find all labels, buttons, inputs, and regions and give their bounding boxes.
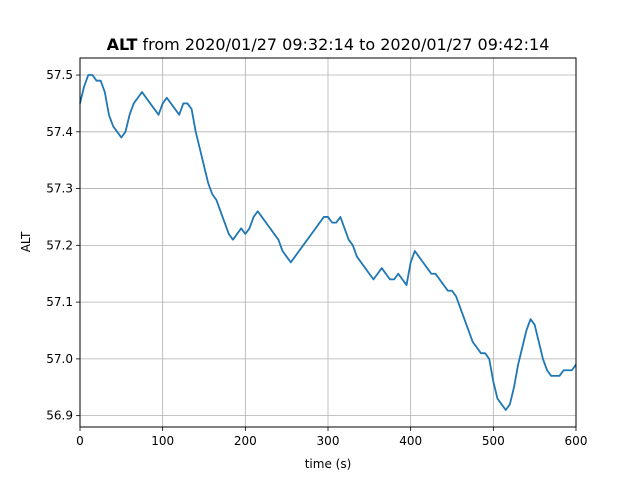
y-tick-label: 57.1 [46, 295, 73, 309]
y-tick-label: 57.5 [46, 68, 73, 82]
x-tick-label: 100 [151, 434, 174, 448]
chart-title: ALT from 2020/01/27 09:32:14 to 2020/01/… [107, 35, 550, 54]
grid [79, 58, 577, 427]
chart-title-range: from 2020/01/27 09:32:14 to 2020/01/27 0… [137, 35, 549, 54]
x-tick-label: 200 [234, 434, 257, 448]
y-tick-label: 57.3 [46, 182, 73, 196]
y-tick-label: 57.0 [46, 352, 73, 366]
y-axis-label: ALT [19, 231, 33, 252]
y-tick-label: 57.4 [46, 125, 73, 139]
series-line [79, 74, 577, 411]
x-tick-label: 400 [399, 434, 422, 448]
y-axis: 56.9 57.0 57.1 57.2 57.3 57.4 57.5 [46, 68, 80, 423]
y-tick-label: 56.9 [46, 409, 73, 423]
x-tick-label: 600 [565, 434, 588, 448]
x-axis-label: time (s) [305, 457, 352, 471]
x-tick-label: 500 [482, 434, 505, 448]
x-tick-label: 300 [317, 434, 340, 448]
x-axis: 0 100 200 300 400 500 600 [76, 427, 587, 448]
chart-title-variable: ALT [107, 35, 138, 54]
y-tick-label: 57.2 [46, 238, 73, 252]
series-group [79, 74, 577, 411]
x-tick-label: 0 [76, 434, 84, 448]
